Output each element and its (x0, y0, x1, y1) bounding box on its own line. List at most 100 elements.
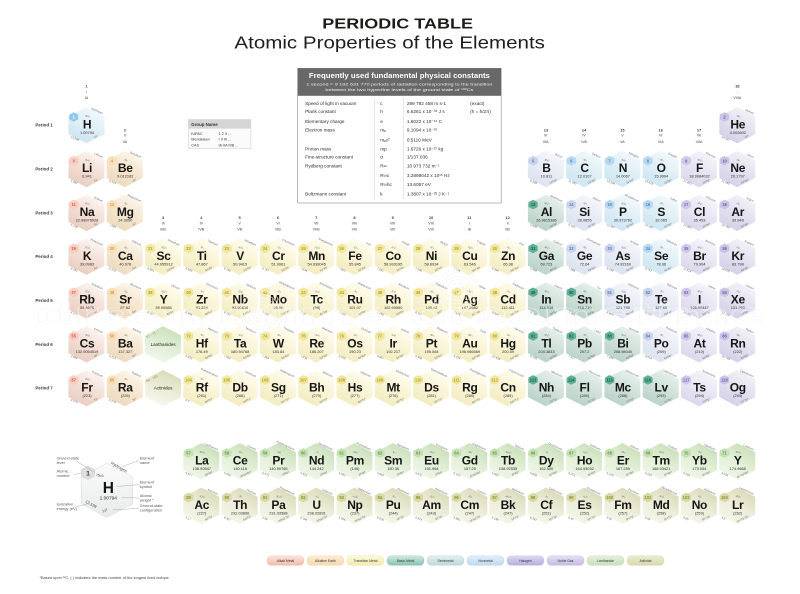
svg-text:5s²5p¹: 5s²5p¹ (549, 309, 558, 316)
svg-text:3d⁵4s¹: 3d⁵4s¹ (281, 265, 290, 272)
svg-text:25: 25 (301, 246, 306, 251)
svg-text:6d⁶7s²: 6d⁶7s² (357, 397, 366, 404)
svg-text:³D₃: ³D₃ (430, 333, 434, 337)
svg-text:¹S₀: ¹S₀ (736, 333, 740, 337)
svg-text:39.948: 39.948 (732, 218, 744, 223)
svg-text:47.867: 47.867 (196, 261, 208, 266)
svg-text:8: 8 (647, 158, 650, 163)
svg-text:10 973 732 m⁻¹: 10 973 732 m⁻¹ (407, 163, 440, 168)
svg-text:(244): (244) (389, 511, 399, 516)
svg-text:Fr: Fr (81, 380, 93, 394)
svg-text:3d¹4s²: 3d¹4s² (166, 265, 175, 272)
svg-text:Mt: Mt (386, 380, 400, 394)
svg-text:Frequently used fundamental ph: Frequently used fundamental physical con… (309, 73, 490, 80)
svg-text:U: U (312, 498, 320, 512)
svg-text:I: I (698, 293, 701, 307)
svg-text:107: 107 (300, 378, 308, 383)
svg-text:6.6261 x 10⁻³⁴ J s: 6.6261 x 10⁻³⁴ J s (407, 109, 445, 114)
svg-text:Tungsten: Tungsten (283, 326, 296, 335)
svg-text:Tc: Tc (310, 293, 323, 307)
svg-text:39: 39 (148, 290, 153, 295)
svg-text:¹S₀: ¹S₀ (507, 333, 511, 337)
svg-text:Nd: Nd (309, 454, 324, 468)
svg-text:111: 111 (453, 378, 460, 383)
svg-text:Er: Er (617, 454, 630, 468)
svg-text:Ir: Ir (389, 337, 397, 351)
svg-text:118.710: 118.710 (578, 305, 593, 310)
svg-text:Erbium: Erbium (630, 444, 641, 452)
svg-text:12.130: 12.130 (721, 310, 731, 317)
svg-text:⁵D₀: ⁵D₀ (277, 333, 281, 337)
svg-text:IVB: IVB (198, 228, 204, 232)
svg-text:Meitnerium: Meitnerium (395, 369, 410, 379)
svg-text:55.845: 55.845 (349, 261, 361, 266)
svg-text:(293): (293) (657, 393, 667, 398)
svg-text:140.116: 140.116 (233, 466, 247, 471)
svg-text:Seaborgium: Seaborgium (279, 368, 295, 378)
svg-text:13.598: 13.598 (85, 499, 99, 510)
svg-text:Tl: Tl (541, 337, 551, 351)
svg-text:Elementary charge: Elementary charge (305, 119, 345, 124)
svg-text:7.902: 7.902 (338, 266, 347, 273)
svg-text:Potassium: Potassium (90, 237, 104, 247)
svg-text:Nb: Nb (232, 293, 247, 307)
svg-text:Pa: Pa (271, 498, 286, 512)
svg-text:Li: Li (82, 161, 92, 175)
svg-text:PERIODIC TABLE: PERIODIC TABLE (322, 17, 473, 33)
svg-text:5d²6s²: 5d²6s² (204, 353, 213, 360)
svg-text:7.459: 7.459 (376, 310, 385, 317)
svg-text:5d¹6s²: 5d¹6s² (204, 470, 213, 477)
svg-text:40.078: 40.078 (119, 261, 131, 266)
svg-text:6.65: 6.65 (683, 515, 690, 521)
svg-text:3d¹⁰4s²: 3d¹⁰4s² (509, 265, 519, 273)
svg-text:(280): (280) (465, 393, 475, 398)
svg-text:IB: IB (468, 228, 472, 232)
svg-text:35: 35 (684, 246, 689, 251)
svg-text:Br: Br (693, 249, 706, 263)
svg-text:2s²2p²: 2s²2p² (587, 178, 596, 185)
svg-text:Element: Element (140, 456, 155, 461)
svg-text:Po: Po (654, 337, 669, 351)
svg-text:207.2: 207.2 (580, 349, 590, 354)
svg-text:Berkelium: Berkelium (511, 487, 525, 496)
svg-text:1.00794: 1.00794 (80, 130, 95, 135)
svg-text:112.411: 112.411 (501, 305, 515, 310)
svg-text:Basic Metal: Basic Metal (397, 559, 415, 563)
svg-text:180.94788: 180.94788 (231, 349, 249, 354)
svg-text:Moscovium: Moscovium (625, 369, 640, 379)
svg-text:Einsteinium: Einsteinium (586, 486, 602, 496)
svg-text:⁴I₁₅⁄₂: ⁴I₁₅⁄₂ (582, 450, 587, 454)
svg-text:88: 88 (110, 378, 115, 383)
svg-text:48: 48 (493, 290, 498, 295)
svg-text:Zirconium: Zirconium (205, 282, 219, 291)
svg-text:²P₁⁄₂: ²P₁⁄₂ (544, 333, 549, 337)
svg-text:4f⁴6s²: 4f⁴6s² (319, 470, 328, 477)
svg-text:92.90638: 92.90638 (232, 305, 248, 310)
svg-text:Polonium: Polonium (665, 326, 678, 335)
svg-text:Sulfur: Sulfur (669, 196, 678, 203)
svg-text:10.749: 10.749 (721, 354, 731, 361)
svg-text:58.933195: 58.933195 (384, 261, 402, 266)
svg-text:7s²7p³: 7s²7p³ (625, 397, 634, 404)
svg-text:Element: Element (140, 480, 155, 485)
svg-text:5.426: 5.426 (721, 471, 730, 478)
svg-text:Hf: Hf (196, 337, 209, 351)
svg-text:Argon: Argon (746, 196, 755, 203)
svg-text:18: 18 (722, 202, 727, 207)
svg-text:6: 6 (570, 158, 573, 163)
svg-text:18.9984032: 18.9984032 (689, 174, 710, 179)
svg-text:11.260: 11.260 (568, 179, 578, 186)
svg-text:number: number (57, 473, 71, 478)
svg-text:Rydberg constant: Rydberg constant (305, 163, 342, 168)
svg-text:4f¹²6s²: 4f¹²6s² (625, 470, 634, 477)
svg-text:between the two hyperfine leve: between the two hyperfine levels of the … (325, 87, 473, 92)
svg-text:(257): (257) (618, 511, 628, 516)
svg-text:(276): (276) (389, 393, 399, 398)
svg-text:Oxygen: Oxygen (667, 151, 678, 159)
svg-text:7s²7p⁵: 7s²7p⁵ (702, 396, 712, 404)
svg-text:3d²4s²: 3d²4s² (204, 265, 213, 272)
svg-text:Rb: Rb (79, 293, 94, 307)
svg-text:13.618: 13.618 (644, 179, 654, 186)
svg-text:Cerium: Cerium (247, 444, 258, 452)
svg-text:⁶S₅⁄₂: ⁶S₅⁄₂ (315, 246, 320, 250)
